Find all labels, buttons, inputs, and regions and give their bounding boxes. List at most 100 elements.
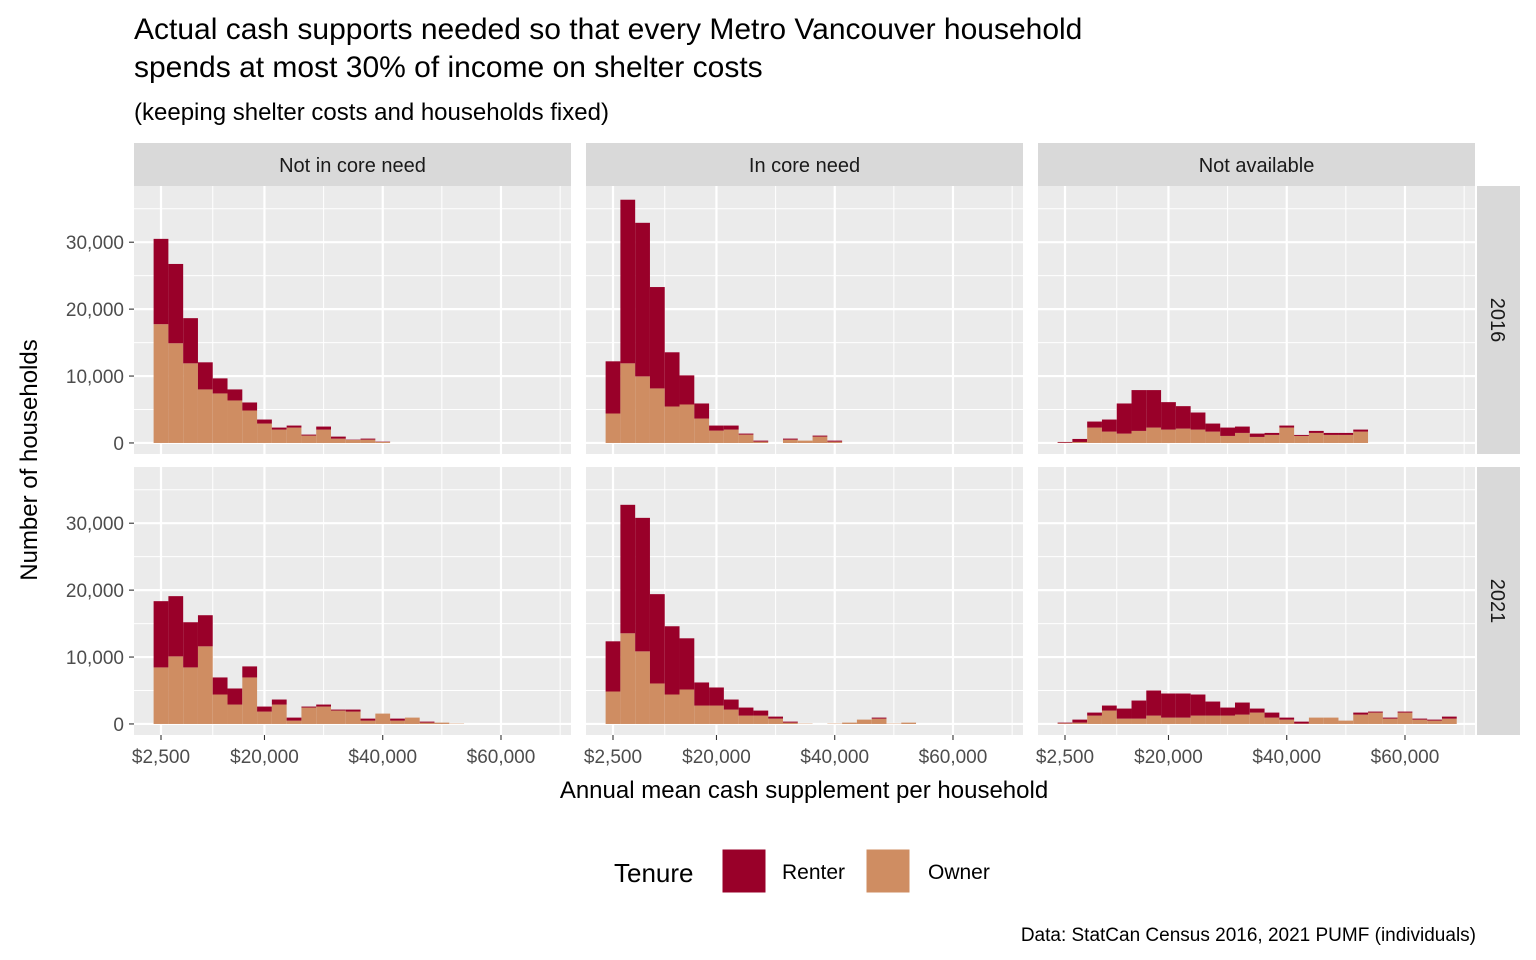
bar-renter — [1427, 719, 1442, 721]
x-tick-label: $2,500 — [1036, 747, 1094, 768]
bar-owner — [1101, 431, 1117, 443]
bar-owner — [301, 435, 317, 443]
facet-strip-label: 2021 — [1486, 579, 1508, 624]
bar-owner — [1323, 434, 1339, 443]
bar-renter — [812, 435, 828, 437]
bar-renter — [212, 378, 228, 394]
bar-renter — [153, 238, 169, 325]
y-tick-label: 30,000 — [66, 514, 124, 535]
chart-subtitle: (keeping shelter costs and households fi… — [134, 99, 609, 126]
bar-owner — [316, 706, 331, 724]
bar-owner — [723, 709, 739, 724]
bar-owner — [1116, 433, 1132, 443]
bar-renter — [1220, 707, 1235, 716]
x-tick-label: $60,000 — [1371, 747, 1440, 768]
bar-renter — [1175, 406, 1191, 429]
bar-renter — [1294, 721, 1309, 724]
bar-renter — [227, 389, 243, 401]
bar-renter — [1249, 708, 1265, 713]
bar-owner — [1190, 429, 1206, 443]
bar-owner — [1264, 717, 1280, 724]
bar-owner — [782, 439, 798, 443]
bar-owner — [1294, 435, 1309, 443]
caption: Data: StatCan Census 2016, 2021 PUMF (in… — [1021, 925, 1476, 946]
bar-owner — [1308, 717, 1324, 724]
bar-owner — [605, 691, 621, 724]
bar-renter — [1353, 712, 1369, 715]
bar-renter — [1397, 711, 1413, 713]
bar-owner — [271, 704, 287, 724]
bar-owner — [1234, 714, 1250, 724]
bar-owner — [1412, 719, 1428, 724]
bar-owner — [242, 677, 258, 724]
bar-renter — [1441, 716, 1457, 719]
bar-owner — [1101, 710, 1117, 724]
bar-renter — [330, 436, 346, 439]
bar-owner — [345, 439, 361, 443]
bar-owner — [1338, 434, 1354, 443]
bar-owner — [1175, 428, 1191, 443]
bar-owner — [1441, 718, 1457, 724]
bar-owner — [664, 406, 680, 443]
bar-owner — [183, 667, 198, 724]
bar-renter — [197, 615, 213, 647]
bar-renter — [768, 716, 783, 719]
bar-renter — [738, 433, 754, 435]
bar-renter — [1190, 412, 1206, 430]
facet-strip-row — [1477, 186, 1520, 454]
bar-renter — [1057, 441, 1073, 443]
bar-owner — [1264, 434, 1280, 443]
bar-owner — [856, 719, 872, 724]
bar-owner — [649, 388, 665, 443]
bar-renter — [1368, 711, 1383, 713]
bar-owner — [871, 718, 887, 724]
bar-owner — [330, 438, 346, 443]
bar-renter — [1264, 712, 1280, 718]
y-tick-label: 20,000 — [66, 300, 124, 321]
bar-owner — [812, 436, 828, 443]
bar-renter — [827, 440, 843, 442]
bar-owner — [1427, 720, 1442, 724]
bar-owner — [694, 705, 710, 724]
legend-swatch-renter — [721, 848, 767, 894]
bar-owner — [1279, 427, 1295, 443]
bar-renter — [1382, 717, 1398, 719]
x-tick-label: $40,000 — [1252, 747, 1321, 768]
y-tick-label: 0 — [113, 715, 124, 736]
bar-owner — [635, 651, 650, 724]
bar-renter — [1412, 718, 1428, 720]
bar-renter — [664, 352, 680, 407]
bar-owner — [827, 441, 843, 443]
bar-owner — [360, 720, 376, 724]
bar-owner — [257, 711, 272, 724]
bar-owner — [1072, 722, 1088, 724]
bar-renter — [1323, 432, 1339, 435]
bar-renter — [1131, 700, 1147, 719]
bar-renter — [1279, 717, 1295, 720]
bar-owner — [212, 694, 228, 724]
bar-owner — [390, 720, 405, 724]
bar-renter — [257, 706, 272, 712]
bar-renter — [738, 707, 754, 716]
facet-strip-label: Not available — [1199, 155, 1315, 177]
bar-renter — [635, 222, 650, 377]
bar-renter — [635, 517, 650, 652]
bar-renter — [257, 419, 272, 424]
chart-title-line2: spends at most 30% of income on shelter … — [134, 51, 763, 84]
bar-owner — [330, 710, 346, 724]
bar-owner — [1249, 436, 1265, 443]
bar-renter — [1353, 429, 1369, 432]
bar-renter — [1087, 421, 1102, 428]
y-axis-title: Number of households — [16, 339, 43, 580]
bar-owner — [316, 429, 331, 443]
bar-owner — [1382, 718, 1398, 724]
bar-renter — [723, 699, 739, 710]
bar-renter — [1308, 430, 1324, 433]
bar-owner — [168, 343, 184, 443]
bar-renter — [1072, 438, 1088, 442]
panels: Not in core need In core need Not availabl… — [66, 143, 1520, 768]
legend-label-renter: Renter — [782, 861, 845, 884]
bar-owner — [649, 683, 665, 724]
bar-renter — [1205, 701, 1221, 716]
panel-background — [1038, 467, 1475, 735]
